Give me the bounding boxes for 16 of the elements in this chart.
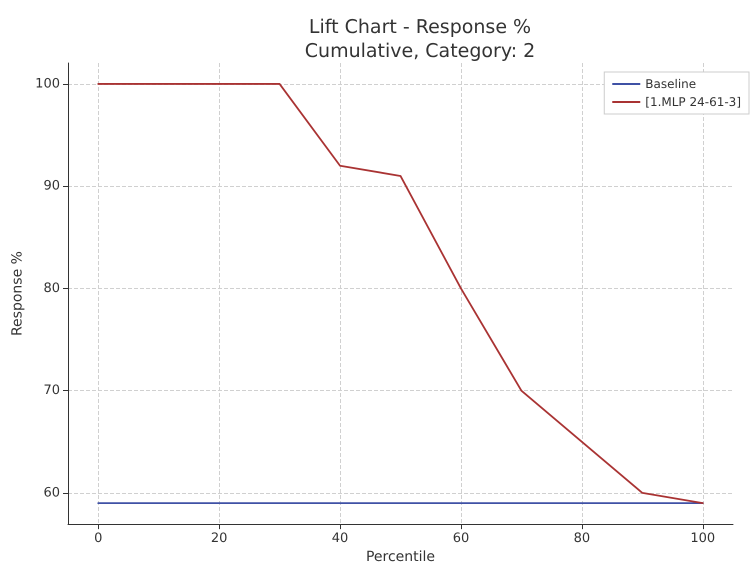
x-tick-label: 60 [452, 531, 470, 546]
y-tick-label: 80 [43, 280, 60, 296]
x-tick-label: 20 [210, 531, 228, 546]
chart-title: Lift Chart - Response % Cumulative, Category: 2 [304, 16, 536, 62]
legend-label: [1.MLP 24-61-3] [645, 95, 742, 109]
x-tick-label: 80 [574, 531, 590, 546]
y-tick-label: 60 [43, 485, 60, 500]
x-tick-label: 100 [690, 531, 716, 546]
y-axis-title: Response % [9, 251, 26, 336]
legend-label: Baseline [645, 77, 696, 91]
y-tick-label: 100 [35, 76, 60, 92]
x-tick-label: 0 [94, 531, 102, 546]
y-tick-label: 90 [43, 178, 60, 194]
x-tick-label: 40 [332, 531, 348, 546]
y-tick-label: 70 [43, 383, 60, 398]
x-axis-title: Percentile [366, 549, 436, 565]
